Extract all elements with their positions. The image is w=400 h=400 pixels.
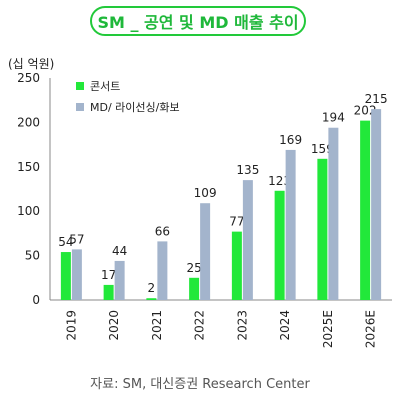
bar-concert — [317, 158, 328, 300]
bar-md — [114, 260, 125, 300]
bar-concert — [189, 277, 200, 300]
legend-label-md: MD/ 라이선싱/화보 — [90, 101, 180, 114]
value-label-md: 57 — [69, 232, 84, 246]
y-tick-label: 50 — [25, 249, 40, 263]
y-tick-label: 200 — [17, 115, 40, 129]
source-note: 자료: SM, 대신증권 Research Center — [90, 377, 310, 392]
bar-md — [71, 249, 82, 300]
chart-title: SM _ 공연 및 MD 매출 추이 — [90, 6, 306, 36]
bar-concert — [146, 298, 157, 300]
x-tick-label: 2025E — [321, 310, 335, 348]
y-tick-label: 100 — [17, 204, 40, 218]
value-label-md: 44 — [112, 244, 127, 258]
x-tick-label: 2026E — [364, 310, 378, 348]
legend-swatch-md — [76, 103, 84, 111]
bar-md — [285, 149, 296, 300]
x-tick-label: 2021 — [150, 310, 164, 341]
value-label-md: 194 — [322, 111, 345, 125]
y-tick-label: 0 — [32, 293, 40, 307]
value-label-concert: 54 — [58, 235, 73, 249]
x-axis-ticks: 2019 2020 2021 2022 2023 2024 2025E 2026E — [64, 310, 377, 348]
value-label-concert: 159 — [311, 142, 334, 156]
bar-concert — [60, 252, 71, 300]
bar-concert — [360, 120, 371, 301]
bar-md — [200, 203, 211, 300]
value-label-concert: 17 — [101, 268, 116, 282]
value-label-concert: 202 — [354, 104, 377, 118]
x-tick-label: 2020 — [107, 310, 121, 341]
value-label-concert: 2 — [148, 281, 156, 295]
value-label-concert: 25 — [186, 261, 201, 275]
x-tick-label: 2019 — [64, 310, 78, 341]
value-label-concert: 77 — [229, 215, 244, 229]
bar-md — [371, 109, 382, 300]
bar-md — [157, 241, 168, 300]
value-label-md: 109 — [194, 186, 217, 200]
x-tick-label: 2024 — [278, 310, 292, 341]
bar-concert — [103, 284, 114, 300]
value-label-md: 215 — [365, 92, 388, 106]
value-label-concert: 123 — [268, 174, 291, 188]
legend-label-concert: 콘서트 — [90, 80, 120, 93]
bar-concert — [231, 231, 242, 300]
x-tick-label: 2022 — [193, 310, 207, 341]
bar-concert — [274, 190, 285, 300]
bar-md — [328, 127, 339, 300]
x-tick-label: 2023 — [235, 310, 249, 341]
bar-md — [242, 180, 253, 300]
value-label-md: 169 — [279, 133, 302, 147]
value-label-md: 135 — [236, 163, 259, 177]
y-tick-label: 250 — [17, 71, 40, 85]
value-label-md: 66 — [155, 224, 170, 238]
legend: 콘서트 MD/ 라이선싱/화보 — [76, 80, 180, 114]
y-axis-ticks: 0 50 100 150 200 250 — [17, 71, 40, 307]
legend-swatch-concert — [76, 82, 84, 90]
y-unit-label: (십 억원) — [8, 57, 54, 71]
y-tick-label: 150 — [17, 160, 40, 174]
